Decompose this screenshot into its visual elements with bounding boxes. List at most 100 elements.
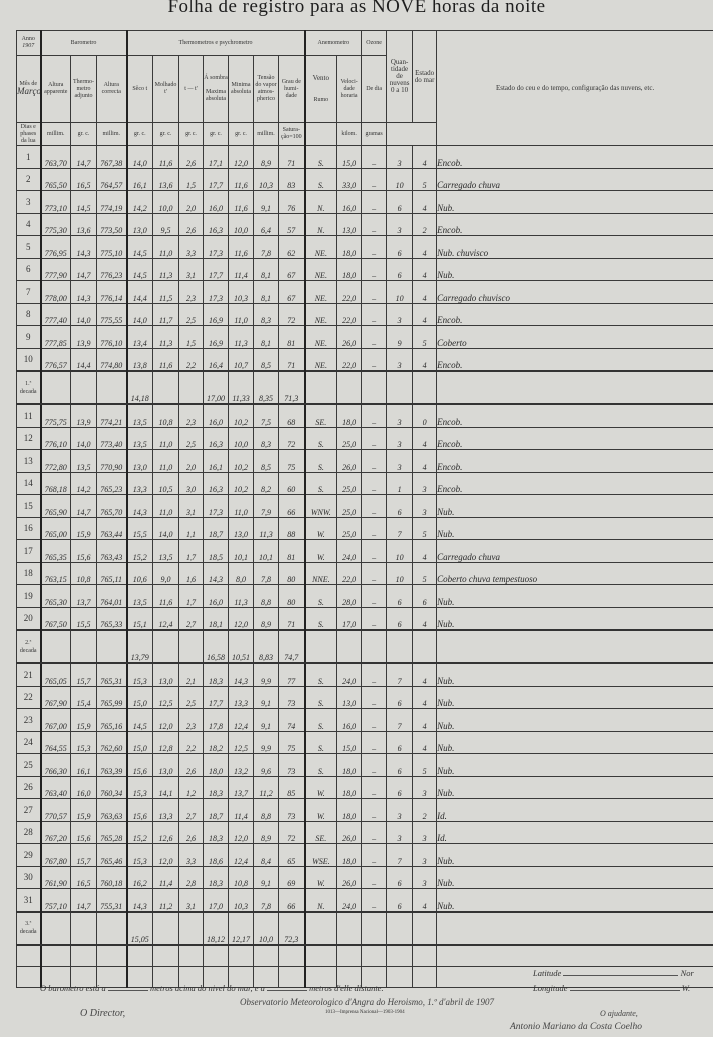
wet-temp-cell: 14,0 [152, 516, 180, 540]
ozone-cell: – [361, 235, 388, 259]
min-temp-cell: 11,3 [228, 325, 255, 349]
sky-state-cell: Nub. [436, 584, 713, 608]
temp-difference-cell: 3,3 [178, 235, 205, 259]
wind-speed-cell: 26,0 [336, 449, 363, 473]
humidity-cell: 67 [278, 280, 306, 304]
apparent-height-cell: 777,40 [39, 302, 71, 326]
wind-speed-cell [336, 910, 363, 946]
sea-state-cell: 3 [412, 865, 438, 889]
corrected-height-cell: 774,21 [95, 403, 128, 428]
attached-thermometer-cell: 14,0 [70, 302, 97, 326]
wind-speed-cell [336, 370, 363, 405]
corrected-height-cell: 765,31 [95, 662, 128, 687]
assistant-signature: Antonio Mariano da Costa Coelho [510, 1022, 642, 1032]
dry-temp-cell: 14,5 [125, 235, 154, 259]
sea-state-cell: 4 [412, 730, 438, 754]
sky-state-cell [436, 370, 713, 405]
max-temp-cell: 17,00 [203, 370, 230, 405]
min-temp-cell: 11,6 [228, 167, 255, 191]
humidity-cell: 71 [278, 145, 306, 169]
min-temp-cell: 11,6 [228, 235, 255, 259]
ozone-cell: – [361, 257, 388, 281]
wind-direction-cell: NE. [303, 325, 338, 349]
table-row: 26 763,40 16,0 760,34 15,3 14,1 1,2 18,3 13,7 11,… [16, 775, 713, 799]
day-cell: 3.ª decada [16, 910, 41, 946]
imprint: 1013—Imprensa Nacional—1903-1904 [325, 1010, 405, 1015]
max-temp-cell: 16,0 [203, 584, 230, 608]
attached-thermometer-cell: 14,3 [70, 235, 97, 259]
sea-state-cell: 6 [412, 584, 438, 608]
max-temp-cell: 18,1 [203, 606, 230, 631]
corrected-height-header: Altura correcta [95, 55, 128, 123]
humidity-cell: 60 [278, 471, 306, 495]
cloud-amount-cell: 10 [386, 280, 414, 304]
apparent-height-cell: 764,55 [39, 730, 71, 754]
sea-state-cell: 5 [412, 325, 438, 349]
humidity-cell: 73 [278, 685, 306, 709]
temp-difference-cell: 2,2 [178, 347, 205, 372]
wind-speed-cell: 25,0 [336, 494, 363, 518]
sky-state-cell: Nub. [436, 257, 713, 281]
attached-thermometer-header: Thermo-metro adjunto [70, 55, 97, 123]
vapour-tension-cell: 8,83 [253, 629, 280, 664]
attached-thermometer-cell: 16,1 [70, 753, 97, 777]
wet-temp-cell: 12,8 [152, 730, 180, 754]
apparent-height-cell: 765,00 [39, 516, 71, 540]
table-row: 29 767,80 15,7 765,46 15,3 12,0 3,3 18,6 12,4 8,4… [16, 843, 713, 867]
max-temp-cell: 16,3 [203, 471, 230, 495]
corrected-height-cell [95, 370, 128, 405]
wind-speed-cell: 25,0 [336, 516, 363, 540]
table-row: 17 765,35 15,6 763,43 15,2 13,5 1,7 18,5 10,1 10,… [16, 539, 713, 563]
vapour-tension-cell: 9,1 [253, 190, 280, 214]
apparent-height-cell: 761,90 [39, 865, 71, 889]
max-temp-cell: 17,3 [203, 280, 230, 304]
wind-direction-cell: S. [303, 449, 338, 473]
sky-state-cell: Id. [436, 798, 713, 822]
day-cell: 2.ª decada [16, 629, 41, 664]
wet-temp-cell: 11,0 [152, 235, 180, 259]
cloud-amount-cell: 6 [386, 865, 414, 889]
apparent-height-cell: 776,10 [39, 426, 71, 450]
ozone-cell: – [361, 426, 388, 450]
humidity-cell: 81 [278, 539, 306, 563]
min-temp-cell: 13,7 [228, 775, 255, 799]
table-row: 30 761,90 16,5 760,18 16,2 11,4 2,8 18,3 10,8 9,1… [16, 865, 713, 889]
place-date: Observatorio Meteorologico d'Angra do He… [240, 997, 494, 1007]
vapour-tension-cell: 7,9 [253, 494, 280, 518]
table-row: 7 778,00 14,3 776,14 14,4 11,5 2,3 17,3 10,3 8,1 6… [16, 280, 713, 304]
vapour-tension-cell: 10,3 [253, 167, 280, 191]
wind-direction-cell: NE. [303, 280, 338, 304]
dry-temp-cell: 14,2 [125, 190, 154, 214]
day-cell: 28 [16, 820, 41, 844]
temp-difference-cell: 2,0 [178, 190, 205, 214]
temp-difference-cell: 2,7 [178, 798, 205, 822]
attached-thermometer-cell: 15,7 [70, 662, 97, 687]
day-cell: 19 [16, 584, 41, 608]
vapour-tension-cell: 7,5 [253, 403, 280, 428]
wind-direction-cell: N. [303, 212, 338, 236]
corrected-height-cell: 776,10 [95, 325, 128, 349]
table-row: 24 764,55 15,3 762,60 15,0 12,8 2,2 18,2 12,5 9,9… [16, 730, 713, 754]
corrected-height-cell: 762,60 [95, 730, 128, 754]
wet-temp-cell: 11,3 [152, 325, 180, 349]
max-temp-cell: 16,3 [203, 426, 230, 450]
humidity-cell: 75 [278, 730, 306, 754]
attached-thermometer-cell: 10,8 [70, 561, 97, 585]
cloud-amount-cell: 3 [386, 212, 414, 236]
corrected-height-cell [95, 629, 128, 664]
temp-difference-cell: 2,2 [178, 730, 205, 754]
vapour-tension-header: Tensão do vapor atmos-pherico [253, 55, 280, 123]
max-temp-cell: 18,7 [203, 798, 230, 822]
temp-difference-cell [178, 629, 205, 664]
corrected-height-cell: 763,44 [95, 516, 128, 540]
wind-speed-cell: 15,0 [336, 730, 363, 754]
max-temp-cell: 18,2 [203, 730, 230, 754]
apparent-height-cell: 775,75 [39, 403, 71, 428]
ozone-cell: – [361, 561, 388, 585]
corrected-height-cell: 765,23 [95, 471, 128, 495]
table-row: 4 775,30 13,6 773,50 13,0 9,5 2,6 16,3 10,0 6,4 57… [16, 212, 713, 236]
sky-state-cell: Nub. [436, 606, 713, 631]
corrected-height-cell: 760,18 [95, 865, 128, 889]
table-row: 8 777,40 14,0 775,55 14,0 11,7 2,5 16,9 11,0 8,3 7… [16, 302, 713, 326]
cloud-amount-cell: 7 [386, 843, 414, 867]
